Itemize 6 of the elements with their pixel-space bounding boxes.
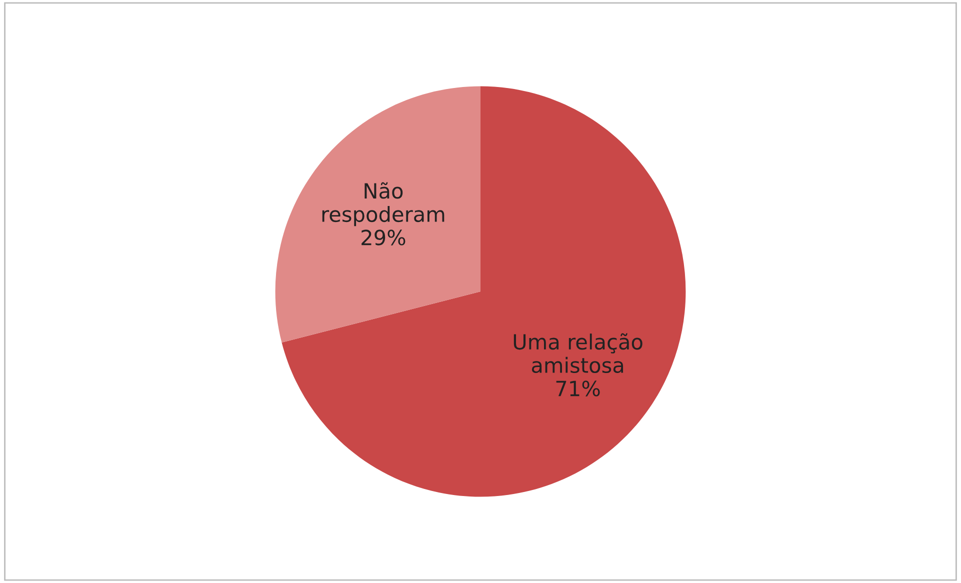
data-label: 71% [556,380,600,396]
slice-label: Não respoderam [322,182,444,226]
pie-slice [275,86,480,343]
pie-slice [282,86,686,497]
data-label: 29% [362,230,406,246]
slice-label: Uma relação amistosa [514,333,642,374]
